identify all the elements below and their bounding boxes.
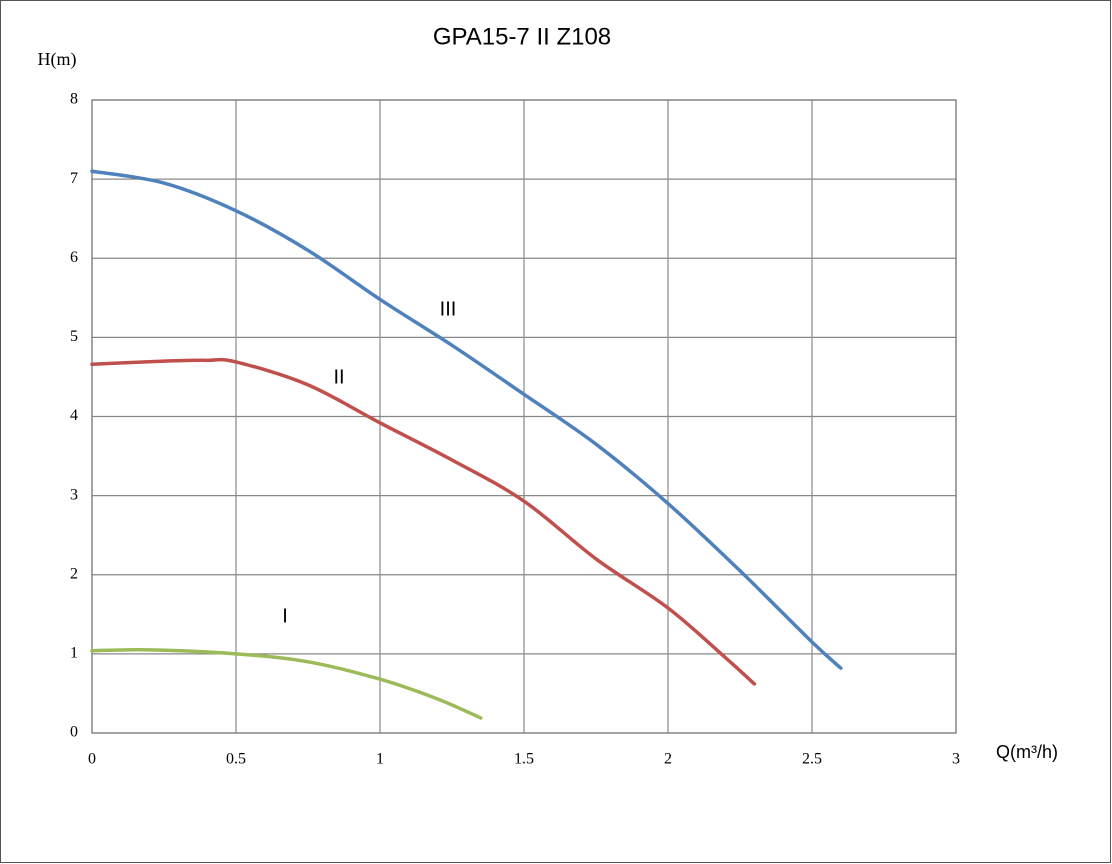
y-tick-label: 5: [70, 328, 78, 345]
chart-title: GPA15-7 II Z108: [433, 23, 611, 50]
series-line: [90, 357, 757, 686]
x-tick-label: 3: [952, 751, 960, 768]
x-tick-label: 1: [376, 751, 384, 768]
y-tick-label: 4: [70, 407, 78, 424]
x-tick-label: 2.5: [802, 751, 822, 768]
x-tick-label: 2: [664, 751, 672, 768]
x-axis-label: Q(m³/h): [996, 742, 1058, 762]
y-tick-label: 7: [70, 170, 78, 187]
y-tick-label: 1: [70, 645, 78, 662]
series-label: I: [282, 605, 288, 627]
y-tick-label: 6: [70, 249, 78, 266]
y-tick-label: 3: [70, 486, 78, 503]
y-tick-label: 8: [70, 91, 78, 108]
series-label: III: [440, 298, 457, 320]
y-tick-label: 0: [70, 724, 78, 741]
y-axis-label: H(m): [38, 49, 77, 70]
series-label: II: [333, 366, 344, 388]
series-line: [90, 648, 483, 720]
x-tick-label: 0.5: [226, 751, 246, 768]
x-tick-label: 0: [88, 751, 96, 768]
y-tick-label: 2: [70, 565, 78, 582]
plot-border: [91, 99, 957, 734]
x-tick-label: 1.5: [514, 751, 534, 768]
series-line: [90, 169, 843, 670]
